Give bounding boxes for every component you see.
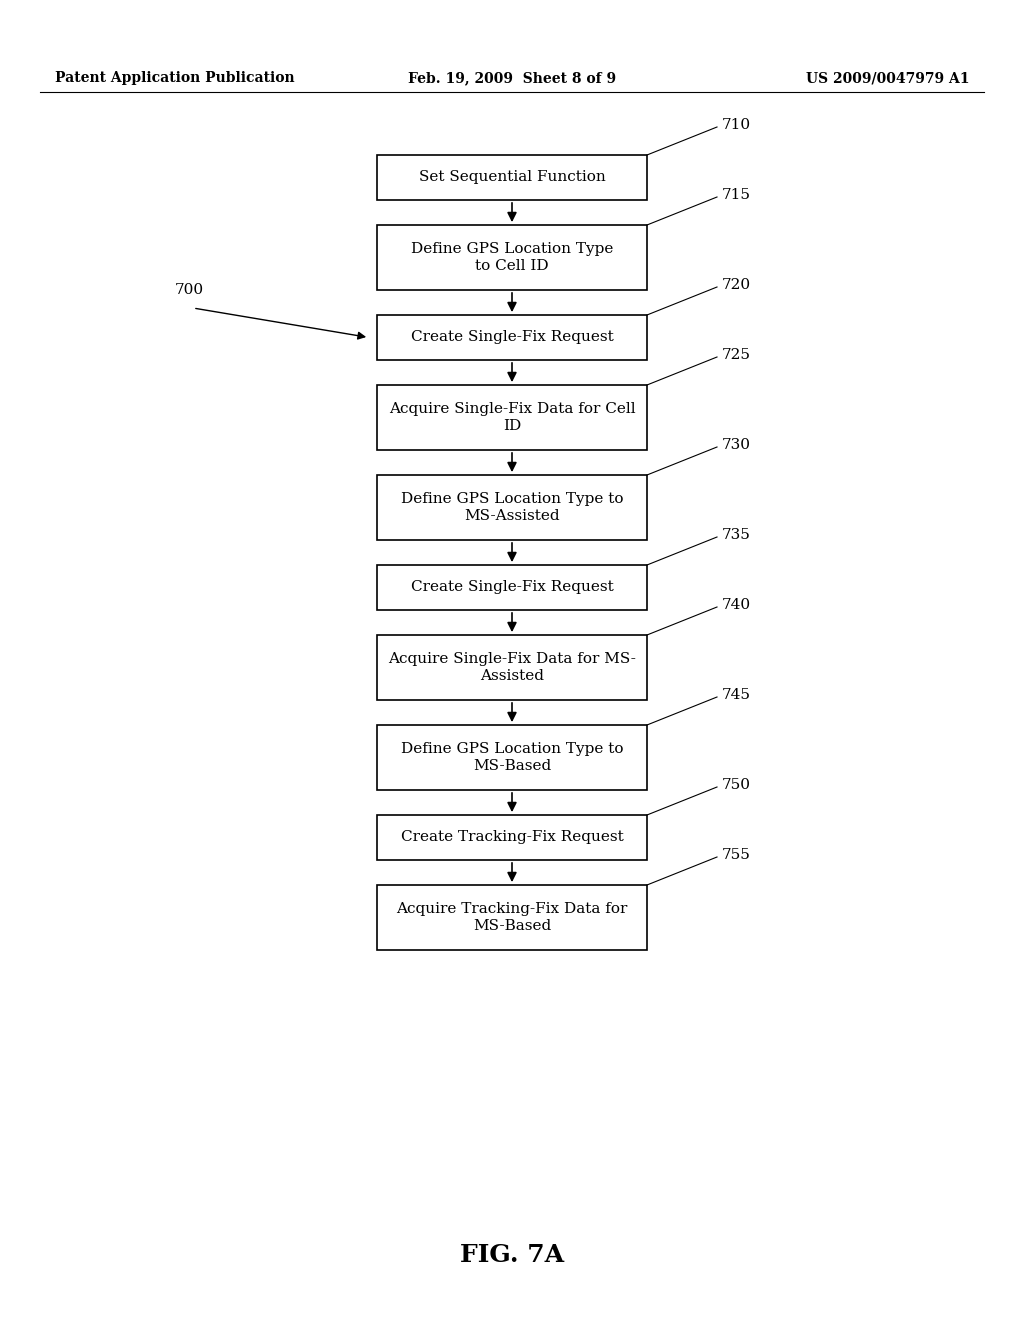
Bar [377,565,647,610]
Text: Define GPS Location Type to
MS-Based: Define GPS Location Type to MS-Based [400,742,624,774]
Bar [377,884,647,950]
Text: 735: 735 [722,528,751,543]
Bar [377,385,647,450]
Text: 730: 730 [722,438,751,451]
Text: Create Single-Fix Request: Create Single-Fix Request [411,581,613,594]
Text: FIG. 7A: FIG. 7A [460,1243,564,1267]
Text: 700: 700 [175,282,204,297]
Text: Create Tracking-Fix Request: Create Tracking-Fix Request [400,830,624,845]
Text: 710: 710 [722,117,752,132]
Text: 715: 715 [722,187,751,202]
Text: Acquire Tracking-Fix Data for
MS-Based: Acquire Tracking-Fix Data for MS-Based [396,902,628,933]
Text: 720: 720 [722,279,752,292]
Text: Acquire Single-Fix Data for Cell
ID: Acquire Single-Fix Data for Cell ID [389,401,635,433]
Text: 725: 725 [722,348,751,362]
Bar [377,814,647,861]
Bar [377,635,647,700]
Text: Patent Application Publication: Patent Application Publication [55,71,295,84]
Text: Define GPS Location Type to
MS-Assisted: Define GPS Location Type to MS-Assisted [400,492,624,523]
Bar [377,154,647,201]
Text: 745: 745 [722,688,751,702]
Text: 755: 755 [722,847,751,862]
Text: Define GPS Location Type
to Cell ID: Define GPS Location Type to Cell ID [411,242,613,273]
Text: Acquire Single-Fix Data for MS-
Assisted: Acquire Single-Fix Data for MS- Assisted [388,652,636,684]
Bar [377,224,647,290]
Bar [377,725,647,789]
Text: US 2009/0047979 A1: US 2009/0047979 A1 [806,71,969,84]
Text: Feb. 19, 2009  Sheet 8 of 9: Feb. 19, 2009 Sheet 8 of 9 [408,71,616,84]
Text: 740: 740 [722,598,752,612]
Text: Set Sequential Function: Set Sequential Function [419,170,605,185]
Bar [377,475,647,540]
Text: 750: 750 [722,777,751,792]
Text: Create Single-Fix Request: Create Single-Fix Request [411,330,613,345]
Bar [377,315,647,360]
